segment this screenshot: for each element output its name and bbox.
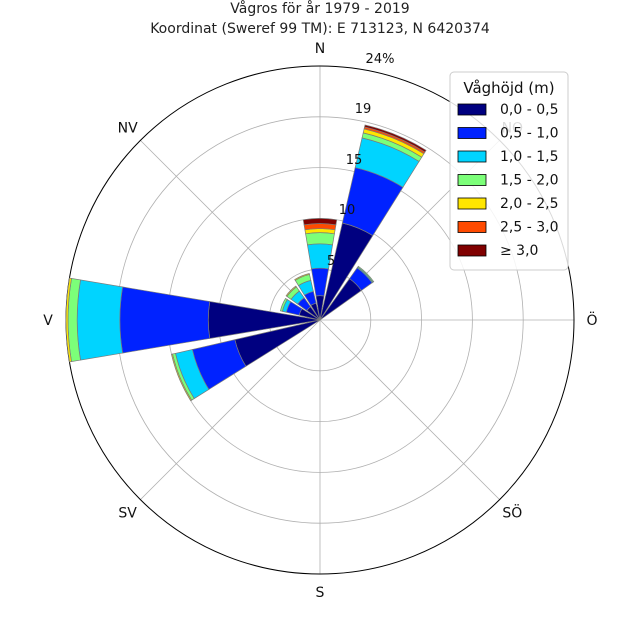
bar-sector-8-bin-2 <box>119 286 211 354</box>
bar-sector-8-bin-3 <box>76 279 123 361</box>
legend-entries: 0,0 - 0,5 0,5 - 1,0 1,0 - 1,5 1,5 - 2,0 2,0 … <box>457 102 558 259</box>
bar-sector-1-bin-7 <box>302 218 338 226</box>
direction-label-3: Ö <box>586 311 597 329</box>
radial-tick-label-1: 5 <box>327 254 335 269</box>
legend-label-4: 1,5 - 2,0 <box>500 173 558 189</box>
radial-tick-label-3: 15 <box>346 153 363 168</box>
legend: Våghöjd (m) 0,0 - 0,5 0,5 - 1,0 1,0 - 1,5 1… <box>449 71 569 271</box>
direction-label-6: SV <box>118 505 137 521</box>
legend-swatch-5 <box>457 197 487 210</box>
bar-sector-1-bin-2 <box>311 267 329 297</box>
chart-title: Vågros för år 1979 - 2019 <box>230 0 409 17</box>
legend-swatch-4 <box>457 174 487 186</box>
direction-label-8: NV <box>118 121 138 137</box>
direction-label-1: N <box>315 41 325 57</box>
legend-title: Våghöjd (m) <box>463 79 554 97</box>
direction-label-5: S <box>316 585 325 601</box>
legend-swatch-2 <box>457 127 487 139</box>
bar-sector-6-bin-5 <box>294 273 310 281</box>
bar-sector-4-bin-4 <box>279 297 288 312</box>
grid-spoke-4 <box>319 319 500 500</box>
radial-tick-label-2: 10 <box>339 203 356 218</box>
direction-label-7: V <box>43 313 53 329</box>
legend-box <box>449 71 569 271</box>
grid-spoke-6 <box>140 319 321 500</box>
bar-sector-2-bin-7 <box>364 124 427 153</box>
radial-tick-label-5: 24% <box>366 52 395 67</box>
chart-subtitle: Koordinat (Sweref 99 TM): E 713123, N 64… <box>150 21 490 37</box>
bar-sector-5-bin-5 <box>285 285 297 297</box>
bar-sector-7-bin-5 <box>171 353 193 402</box>
legend-swatch-3 <box>457 150 487 163</box>
radial-tick-label-4: 19 <box>355 102 372 117</box>
grid-spoke-8 <box>140 140 321 321</box>
legend-swatch-1 <box>457 103 487 116</box>
bar-sector-8-bin-5 <box>65 277 72 363</box>
sector-bars <box>65 124 427 402</box>
bar-sector-1-bin-4 <box>305 232 335 246</box>
bar-sector-3-bin-4 <box>357 265 375 283</box>
legend-label-7: ≥ 3,0 <box>500 243 538 259</box>
legend-label-3: 1,0 - 1,5 <box>500 149 558 165</box>
legend-label-5: 2,0 - 2,5 <box>500 196 558 212</box>
legend-swatch-7 <box>457 244 487 257</box>
legend-swatch-6 <box>457 221 487 233</box>
legend-label-2: 0,5 - 1,0 <box>500 126 558 142</box>
legend-label-6: 2,5 - 3,0 <box>500 220 558 236</box>
direction-label-4: SÖ <box>502 503 522 521</box>
legend-label-1: 0,0 - 0,5 <box>500 102 558 118</box>
